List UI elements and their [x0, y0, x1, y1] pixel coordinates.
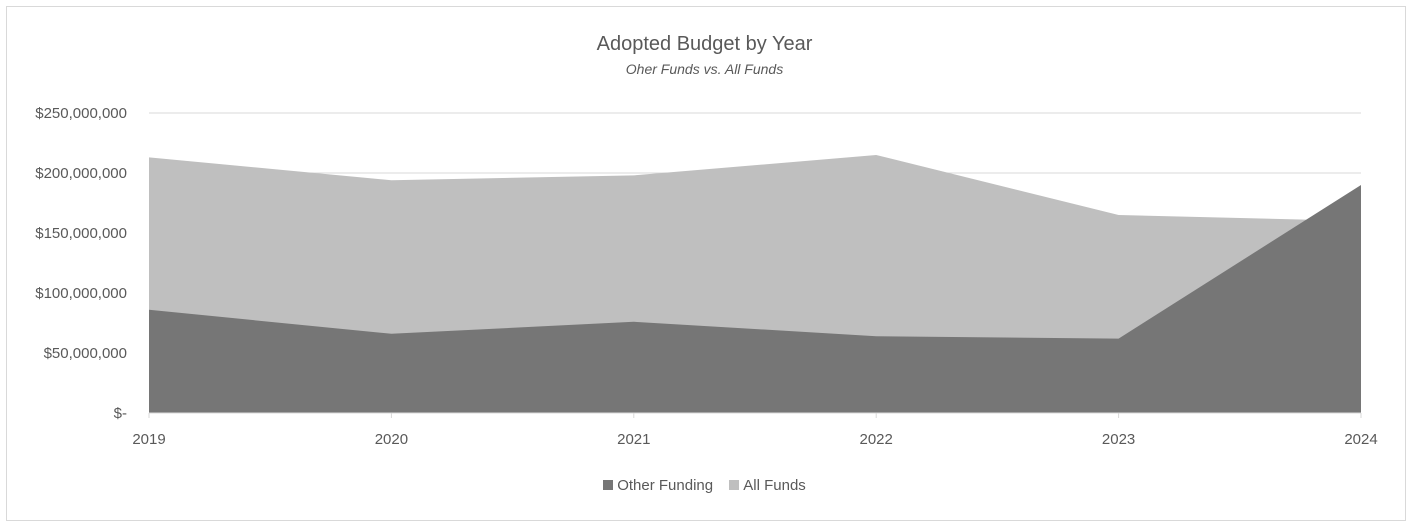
x-tick-label: 2020	[375, 431, 408, 448]
chart-subtitle: Oher Funds vs. All Funds	[625, 61, 784, 77]
y-tick-label: $50,000,000	[44, 345, 127, 362]
x-tick-label: 2023	[1102, 431, 1135, 448]
legend-item-all-funds: All Funds	[729, 477, 806, 494]
legend-swatch-other-funding	[603, 480, 614, 490]
y-tick-label: $200,000,000	[35, 165, 127, 182]
area-other-funding	[149, 185, 1361, 413]
x-tick-label: 2024	[1344, 431, 1377, 448]
legend-label-other-funding: Other Funding	[617, 477, 714, 494]
x-tick-label: 2019	[132, 431, 165, 448]
area-series	[149, 155, 1361, 413]
legend-label-all-funds: All Funds	[743, 477, 806, 494]
y-tick-label: $100,000,000	[35, 285, 127, 302]
y-axis-ticks: $- $50,000,000 $100,000,000 $150,000,000 $20…	[35, 105, 127, 422]
chart-title: Adopted Budget by Year	[596, 33, 813, 55]
legend-item-other-funding: Other Funding	[603, 477, 713, 494]
legend-swatch-all-funds	[729, 480, 740, 490]
x-tick-label: 2021	[617, 431, 650, 448]
x-tick-label: 2022	[860, 431, 893, 448]
y-tick-label: $-	[114, 405, 127, 422]
x-axis-ticks: 2019 2020 2021 2022 2023 2024	[132, 431, 1377, 448]
axes	[148, 412, 1362, 418]
y-tick-label: $250,000,000	[35, 105, 127, 122]
y-tick-label: $150,000,000	[35, 225, 127, 242]
legend: Other Funding All Funds	[0, 477, 1409, 494]
